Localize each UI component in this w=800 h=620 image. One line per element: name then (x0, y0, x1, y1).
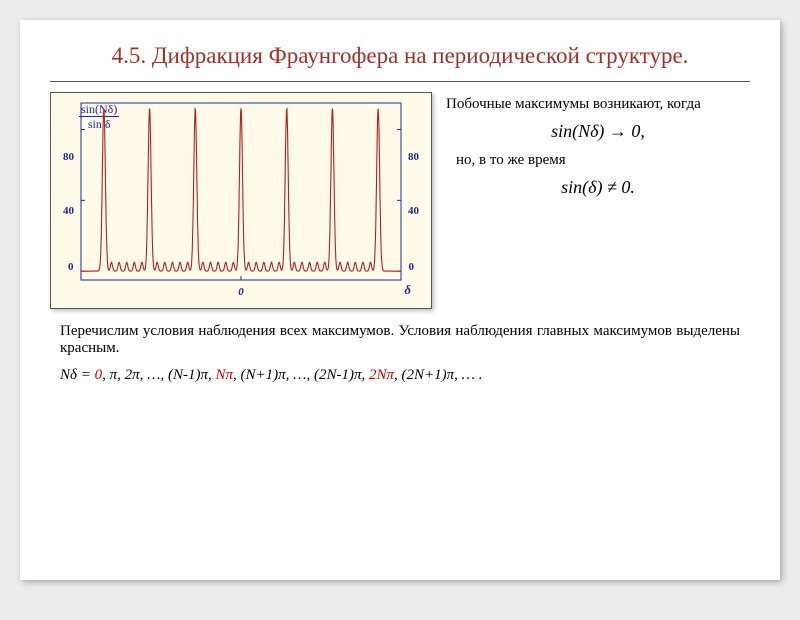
ytick-0-left: 0 (68, 261, 74, 273)
ytick-80-left: 80 (63, 151, 74, 163)
x-center-label: 0 (238, 286, 244, 298)
ytick-40-left: 40 (63, 205, 74, 217)
ytick-40-right: 40 (408, 205, 419, 217)
seq-mid1: , π, 2π, …, (N-1)π, (102, 367, 215, 383)
seq-tail: , (2N+1)π, … . (394, 367, 482, 383)
formula-1: sin(Nδ) → 0, (446, 121, 750, 142)
seq-mid2: , (N+1)π, …, (2N-1)π, (233, 367, 369, 383)
title-divider (50, 81, 750, 82)
seq-red-0: 0 (95, 367, 103, 383)
seq-red-2npi: 2Nπ (369, 367, 394, 383)
side-text: Побочные максимумы возникают, когда sin(… (446, 92, 750, 309)
below-paragraph: Перечислим условия наблюдения всех макси… (20, 309, 780, 357)
side-p1: Побочные максимумы возникают, когда (446, 96, 750, 113)
ytick-80-right: 80 (408, 151, 419, 163)
side-p2: но, в то же время (446, 152, 750, 169)
ytick-0-right: 0 (409, 261, 415, 273)
seq-lead: Nδ = (60, 367, 95, 383)
chart-svg (51, 93, 431, 308)
x-axis-label: δ (404, 282, 411, 298)
formula-2: sin(δ) ≠ 0. (446, 177, 750, 198)
diffraction-chart: sin(Nδ) sin δ 80 40 0 80 40 0 0 δ (50, 92, 432, 309)
maxima-sequence: Nδ = 0, π, 2π, …, (N-1)π, Nπ, (N+1)π, …,… (20, 357, 780, 384)
slide-title: 4.5. Дифракция Фраунгофера на периодичес… (20, 20, 780, 77)
seq-red-npi: Nπ (215, 367, 233, 383)
